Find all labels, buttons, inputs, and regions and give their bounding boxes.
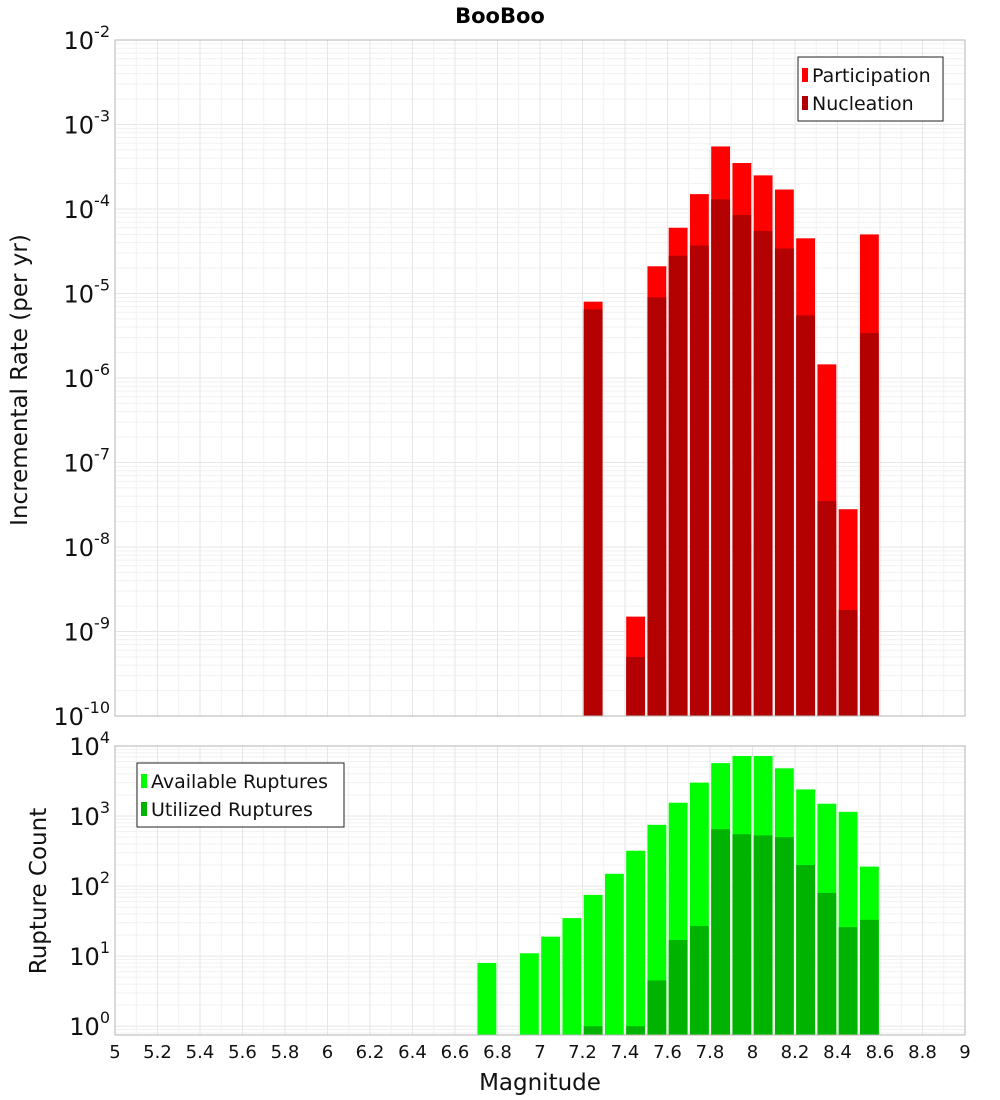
bottom-bar-utilized-ruptures: Utilized Ruptures @ 8.45: 26: [838, 927, 858, 1035]
bottom-legend-box: [136, 762, 345, 828]
top-bar-nucleation: Nucleation @ 7.85: 0.00013: [711, 199, 731, 717]
x-tick-label: 7.4: [611, 1042, 640, 1063]
top-y-tick-label: 10-2: [64, 22, 111, 55]
top-bar-nucleation: Nucleation @ 7.95: 0.000085: [732, 214, 752, 716]
x-tick-label: 5: [109, 1042, 120, 1063]
x-axis-label: Magnitude: [479, 1070, 601, 1096]
bottom-bar-available-ruptures: Available Ruptures @ 7.45: 320: [626, 850, 646, 1035]
bottom-y-axis-label: Rupture Count: [26, 808, 52, 974]
bottom-bar-utilized-ruptures: Utilized Ruptures @ 8.55: 33: [859, 919, 879, 1035]
top-legend-label: Participation: [812, 65, 931, 87]
bottom-bar-utilized-ruptures: Utilized Ruptures @ 7.45: 1: [626, 1026, 646, 1035]
x-tick-label: 6.4: [398, 1042, 427, 1063]
x-tick-label: 6.2: [356, 1042, 385, 1063]
bottom-bar-available-ruptures: Available Ruptures @ 7.35: 150: [604, 873, 624, 1035]
top-y-tick-label: 10-9: [64, 614, 111, 647]
bottom-legend-label: Utilized Ruptures: [151, 799, 313, 821]
x-tick-label: 8.6: [866, 1042, 895, 1063]
x-tick-label: 8.4: [823, 1042, 852, 1063]
top-legend-label: Nucleation: [812, 93, 914, 115]
x-tick-label: 8: [747, 1042, 758, 1063]
bottom-bar-utilized-ruptures: Utilized Ruptures @ 8.15: 500: [774, 837, 794, 1035]
bottom-bar-utilized-ruptures: Utilized Ruptures @ 8.05: 530: [753, 835, 773, 1035]
x-ticks: 5 5.2 5.4 5.6 5.8 6 6.2 6.4 6.6 6.8 7 7.2 7.4 7.6 7.8 8…: [109, 1042, 970, 1063]
bottom-bar-utilized-ruptures: Utilized Ruptures @ 8.35: 80: [817, 892, 837, 1035]
x-tick-label: 6.8: [483, 1042, 512, 1063]
x-tick-label: 5.6: [228, 1042, 257, 1063]
bottom-bar-utilized-ruptures: Utilized Ruptures @ 8.25: 200: [796, 865, 816, 1035]
bottom-y-tick-label: 104: [69, 728, 110, 761]
top-y-tick-label: 10-10: [53, 698, 110, 731]
bottom-y-tick-label: 100: [69, 1008, 110, 1041]
x-tick-label: 5.4: [186, 1042, 215, 1063]
bottom-bar-utilized-ruptures: Utilized Ruptures @ 7.85: 650: [711, 829, 731, 1035]
x-tick-label: 8.2: [781, 1042, 810, 1063]
bottom-y-tick-label: 102: [69, 868, 110, 901]
bottom-y-tick-label: 101: [69, 938, 110, 971]
bottom-bar-available-ruptures: Available Ruptures @ 7.05: 19: [541, 936, 561, 1035]
x-tick-label: 8.8: [908, 1042, 937, 1063]
x-tick-label: 5.8: [271, 1042, 300, 1063]
top-legend: Participation Nucleation: [797, 56, 944, 122]
top-legend-swatch: [802, 68, 808, 82]
x-tick-label: 7.6: [653, 1042, 682, 1063]
bottom-bar-utilized-ruptures: Utilized Ruptures @ 7.65: 17: [668, 940, 688, 1035]
bottom-plot-frame: [114, 745, 966, 1036]
bottom-bar-utilized-ruptures: Utilized Ruptures @ 7.55: 4.5: [647, 980, 667, 1035]
bottom-legend-swatch: [141, 802, 147, 816]
top-y-axis-label: Incremental Rate (per yr): [7, 234, 33, 526]
top-bar-nucleation: Nucleation @ 7.55: 0.000009: [647, 297, 667, 716]
top-grid: [114, 39, 966, 717]
bottom-bar-available-ruptures: Available Ruptures @ 6.75: 8: [477, 962, 497, 1035]
top-series-1: Nucleation @ 7.25: 0.0000065 Nucleation @…: [583, 199, 879, 717]
top-y-ticks: 10-10 10-9 10-8 10-7 10-6 10-5 10-4 10-3 10-2: [53, 22, 110, 731]
top-y-tick-label: 10-4: [64, 191, 111, 224]
chart-title: BooBoo: [455, 4, 545, 28]
top-bar-nucleation: Nucleation @ 8.45: 1.8e-9: [838, 609, 858, 716]
top-y-tick-label: 10-3: [64, 107, 111, 140]
bottom-bar-utilized-ruptures: Utilized Ruptures @ 7.95: 550: [732, 834, 752, 1035]
bottom-bar-utilized-ruptures: Utilized Ruptures @ 7.75: 27: [689, 925, 709, 1035]
bottom-series-1: Utilized Ruptures @ 7.25: 1 Utilized Rupt…: [583, 829, 879, 1035]
top-bar-nucleation: Nucleation @ 7.75: 0.000037: [689, 245, 709, 717]
top-bar-nucleation: Nucleation @ 8.25: 0.0000055: [796, 315, 816, 716]
bottom-bar-available-ruptures: Available Ruptures @ 7.25: 75: [583, 894, 603, 1035]
top-legend-box: [797, 56, 944, 122]
top-chart-panel: Participation @ 7.25: 0.000008Participat…: [53, 22, 966, 731]
top-y-tick-label: 10-7: [64, 445, 111, 478]
x-tick-label: 6: [322, 1042, 333, 1063]
x-tick-label: 9: [959, 1042, 970, 1063]
top-bar-nucleation: Nucleation @ 8.35: 3.5e-8: [817, 501, 837, 716]
top-bar-nucleation: Nucleation @ 8.05: 0.000055: [753, 230, 773, 717]
top-y-tick-label: 10-6: [64, 360, 111, 393]
top-bar-nucleation: Nucleation @ 8.15: 0.000034: [774, 248, 794, 716]
bottom-legend: Available Ruptures Utilized Ruptures: [136, 762, 345, 828]
x-tick-label: 7.2: [568, 1042, 597, 1063]
top-y-tick-label: 10-5: [64, 276, 111, 309]
bottom-legend-label: Available Ruptures: [151, 771, 328, 793]
bottom-legend-swatch: [141, 774, 147, 788]
x-tick-label: 7.8: [696, 1042, 725, 1063]
bottom-chart-panel: Available Ruptures @ 6.75: 8 Available Ru…: [69, 728, 970, 1063]
top-bar-nucleation: Nucleation @ 7.45: 5e-10: [626, 656, 646, 716]
top-bar-nucleation: Nucleation @ 7.25: 0.0000065: [583, 309, 603, 716]
top-bar-nucleation: Nucleation @ 8.55: 0.0000034: [859, 333, 879, 716]
bottom-bar-available-ruptures: Available Ruptures @ 6.95: 11: [519, 953, 539, 1035]
x-tick-label: 6.6: [441, 1042, 470, 1063]
bottom-bar-utilized-ruptures: Utilized Ruptures @ 7.25: 1: [583, 1026, 603, 1035]
top-legend-swatch: [802, 96, 808, 110]
bottom-bar-available-ruptures: Available Ruptures @ 7.15: 35: [562, 918, 582, 1035]
bottom-y-ticks: 100 101 102 103 104: [69, 728, 110, 1041]
x-tick-label: 7: [534, 1042, 545, 1063]
bottom-y-tick-label: 103: [69, 798, 110, 831]
x-tick-label: 5.2: [143, 1042, 172, 1063]
top-y-tick-label: 10-8: [64, 529, 111, 562]
top-bar-nucleation: Nucleation @ 7.65: 0.000028: [668, 255, 688, 716]
top-plot-frame: [114, 39, 966, 717]
